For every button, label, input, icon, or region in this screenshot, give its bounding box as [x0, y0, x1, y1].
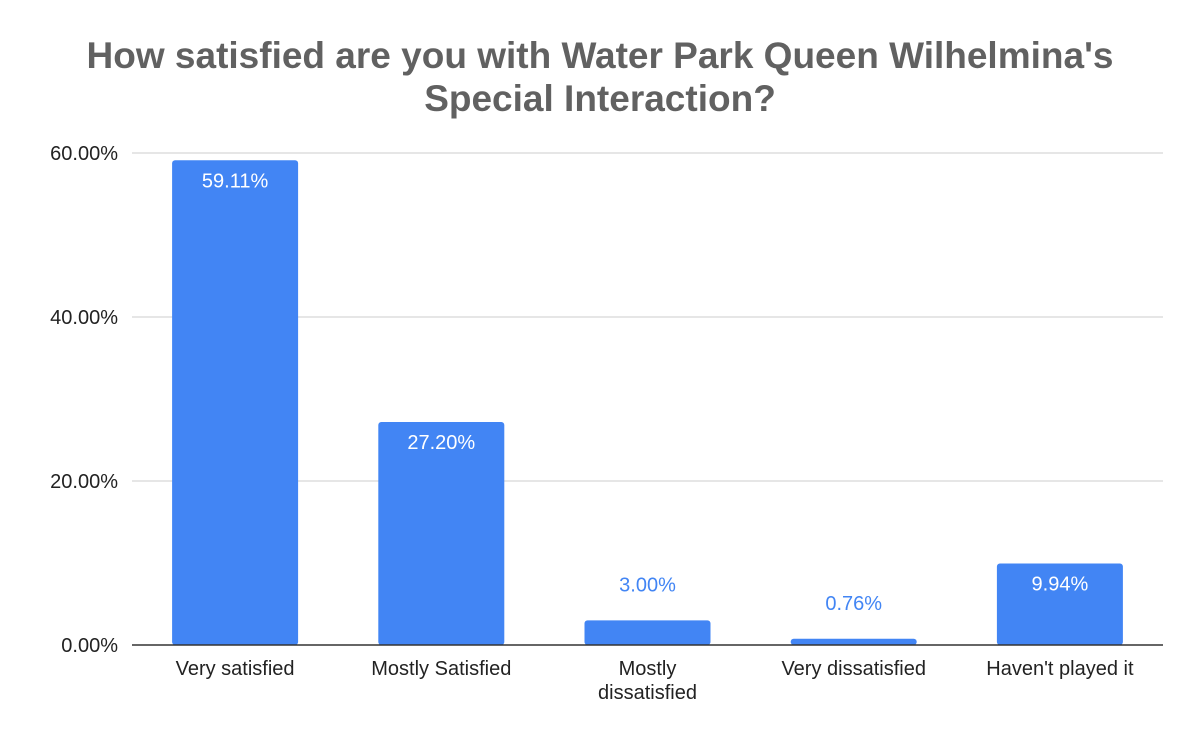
- y-tick-label: 20.00%: [50, 471, 118, 493]
- x-category-label: Mostly Satisfied: [371, 658, 511, 680]
- data-label: 3.00%: [619, 574, 676, 596]
- x-category-label: Very satisfied: [176, 658, 295, 680]
- data-label: 0.76%: [825, 593, 882, 615]
- y-tick-label: 60.00%: [50, 143, 118, 165]
- chart-title-line-1: How satisfied are you with Water Park Qu…: [86, 35, 1114, 76]
- y-tick-label: 0.00%: [61, 635, 118, 657]
- bar: [996, 563, 1123, 645]
- chart-title-line-2: Special Interaction?: [424, 78, 776, 119]
- data-label: 9.94%: [1032, 573, 1089, 595]
- x-category-label: Mostly dissatisfied: [598, 658, 697, 704]
- bar: [790, 638, 917, 645]
- chart-title: How satisfied are you with Water Park Qu…: [0, 34, 1200, 120]
- data-label: 59.11%: [202, 170, 269, 192]
- bar: [584, 620, 711, 645]
- bar: [378, 421, 505, 645]
- x-category-label: Haven't played it: [986, 658, 1134, 680]
- y-tick-label: 40.00%: [50, 307, 118, 329]
- bar: [172, 160, 299, 645]
- x-category-label: Very dissatisfied: [781, 658, 926, 680]
- data-label: 27.20%: [407, 432, 475, 454]
